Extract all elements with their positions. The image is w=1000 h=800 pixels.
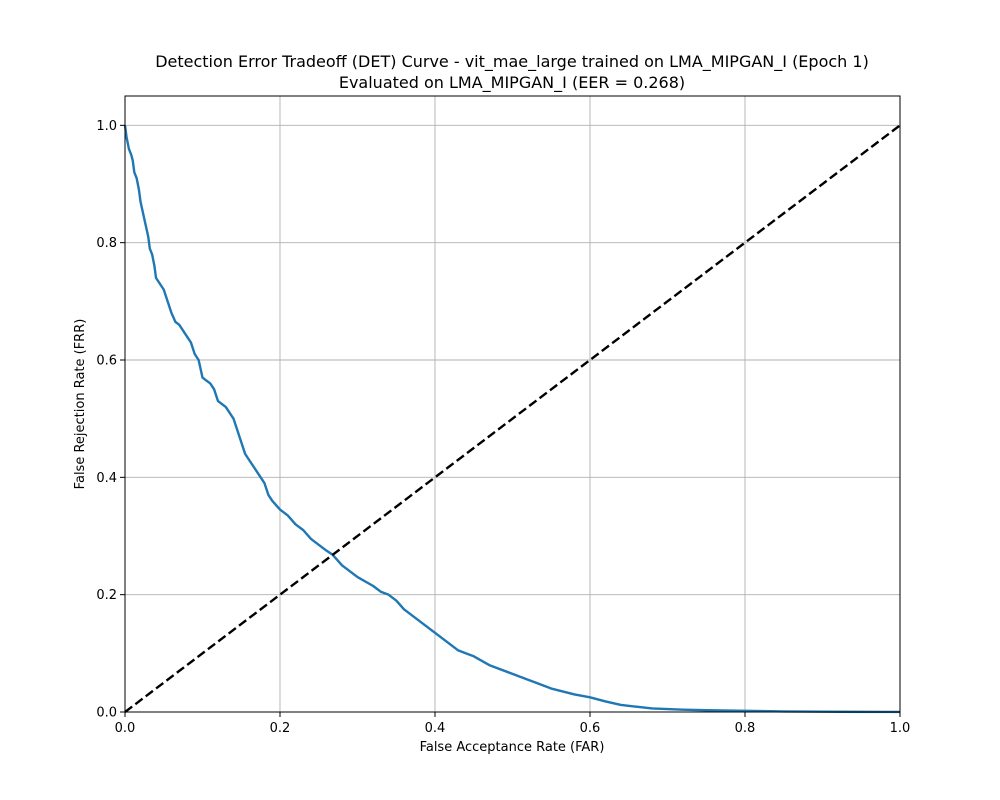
x-tick-label: 0.4 [425, 721, 446, 736]
x-tick-label: 0.2 [270, 721, 291, 736]
det-curve-line [125, 125, 900, 712]
x-tick-label: 0.0 [115, 721, 136, 736]
series-layer [125, 125, 900, 712]
x-tick-label: 0.6 [580, 721, 601, 736]
y-tick-label: 1.0 [96, 119, 117, 134]
y-tick-label: 0.0 [96, 706, 117, 721]
y-tick-label: 0.2 [96, 588, 117, 603]
x-tick-label: 0.8 [735, 721, 756, 736]
chart-title: Detection Error Tradeoff (DET) Curve - v… [155, 52, 869, 72]
y-tick-label: 0.6 [96, 354, 117, 369]
y-tick-label: 0.4 [96, 471, 117, 486]
y-axis-label: False Rejection Rate (FRR) [73, 319, 88, 490]
x-axis-label: False Acceptance Rate (FAR) [420, 740, 605, 755]
plot-area-frame [124, 95, 901, 713]
y-tick-label: 0.8 [96, 236, 117, 251]
chart-subtitle: Evaluated on LMA_MIPGAN_I (EER = 0.268) [339, 73, 685, 93]
ticks: 0.0 0.2 0.4 0.6 0.8 1.0 0.0 0.2 0.4 0.6 0.8 1.0 [96, 119, 910, 736]
eer-diagonal-line [125, 125, 900, 712]
grid [124, 96, 901, 713]
x-tick-label: 1.0 [890, 721, 911, 736]
